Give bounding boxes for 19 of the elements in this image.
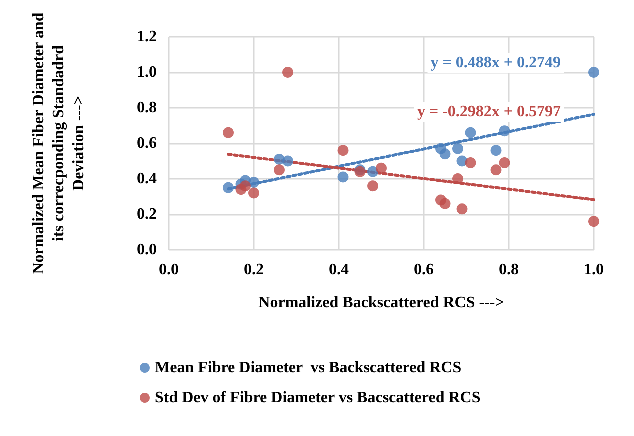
y-tick-label: 1.0 xyxy=(137,64,157,81)
y-tick-label: 0.6 xyxy=(137,135,157,152)
x-tick-label: 0.4 xyxy=(329,262,349,278)
x-tick-label: 1.0 xyxy=(584,262,604,278)
legend-label: Mean Fibre Diameter vs Backscattered RCS xyxy=(155,360,462,376)
annotation: y = -0.2982x + 0.5797 xyxy=(417,104,561,120)
y-tick-label: 0.4 xyxy=(137,170,157,188)
x-tick-label: 0.0 xyxy=(159,262,179,278)
x-tick-label: 0.2 xyxy=(244,262,264,278)
x-tick-label: 0.6 xyxy=(414,262,434,278)
y-tick-label: 0.8 xyxy=(137,100,157,116)
x-tick-label: 0.8 xyxy=(499,262,519,278)
y-tick-label: 0.0 xyxy=(137,242,157,258)
x-axis-title: Normalized Backscattered RCS ---> xyxy=(258,294,504,312)
y-tick-label: 0.2 xyxy=(137,206,157,223)
y-axis-title: Normalized Mean Fiber Diameter and its correcponding Standadrd Deviation ---> xyxy=(30,12,88,274)
y-tick-label: 1.2 xyxy=(137,28,157,46)
annotation: y = 0.488x + 0.2749 xyxy=(430,54,561,72)
legend-label: Std Dev of Fibre Diameter vs Bacscattered RCS xyxy=(155,390,481,406)
